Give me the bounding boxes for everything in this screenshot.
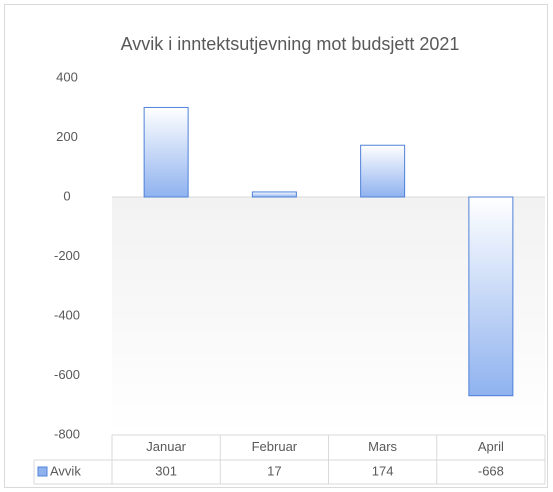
y-tick-label: -200	[54, 248, 80, 263]
legend-label: Avvik	[50, 463, 81, 478]
bar	[468, 196, 514, 397]
table-value: 301	[155, 463, 177, 478]
y-tick-label: -600	[54, 367, 80, 382]
x-tick-label: Februar	[252, 439, 298, 454]
table-value: 17	[267, 463, 281, 478]
chart-title: Avvik i inntektsutjevning mot budsjett 2…	[121, 34, 460, 54]
y-tick-label: -800	[54, 426, 80, 441]
legend-key	[37, 466, 48, 477]
table-value: 174	[372, 463, 394, 478]
x-tick-label: Mars	[368, 439, 397, 454]
x-tick-label: Januar	[146, 439, 186, 454]
bar	[251, 191, 297, 198]
y-tick-label: 200	[56, 129, 78, 144]
y-tick-label: -400	[54, 307, 80, 322]
bar	[143, 106, 189, 198]
bar	[360, 144, 406, 198]
table-value: -668	[478, 463, 504, 478]
x-tick-label: April	[478, 439, 504, 454]
y-tick-label: 0	[63, 188, 70, 203]
y-tick-label: 400	[56, 69, 78, 84]
